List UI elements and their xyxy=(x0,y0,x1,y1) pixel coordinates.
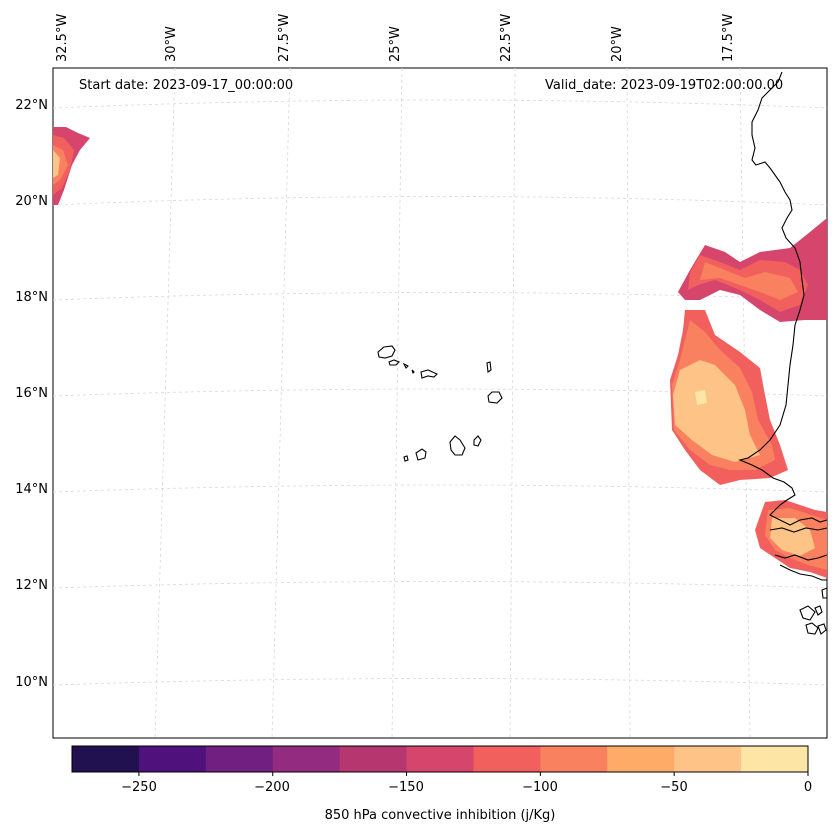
colorbar-cell xyxy=(473,746,541,772)
lat-label-18n: 18°N xyxy=(15,290,48,305)
lon-label-32-5w: 32.5°W xyxy=(55,13,70,62)
colorbar-tick-label: −100 xyxy=(522,780,558,795)
colorbar-tick-label: −200 xyxy=(254,780,290,795)
lon-label-22-5w: 22.5°W xyxy=(499,13,514,62)
colorbar-tick-marks xyxy=(138,772,809,776)
colorbar-cell xyxy=(406,746,474,772)
lon-label-17-5w: 17.5°W xyxy=(721,13,736,62)
colorbar-tick-label: 0 xyxy=(803,780,813,795)
colorbar-cell xyxy=(72,746,140,772)
gridlines xyxy=(52,67,828,739)
lon-label-20w: 20°W xyxy=(610,26,625,62)
lon-label-25w: 25°W xyxy=(388,26,403,62)
valid-date-label: Valid_date: 2023-09-19T02:00:00.00 xyxy=(545,78,784,93)
colorbar-tick-label: −150 xyxy=(388,780,424,795)
lat-label-16n: 16°N xyxy=(15,386,48,401)
cin-contours xyxy=(53,127,827,578)
colorbar-tick-label: −250 xyxy=(121,780,157,795)
colorbar-cell xyxy=(741,746,809,772)
colorbar-tick-label: −50 xyxy=(660,780,688,795)
lat-label-14n: 14°N xyxy=(15,482,48,497)
colorbar-title: 850 hPa convective inhibition (j/Kg) xyxy=(324,808,556,823)
lon-label-30w: 30°W xyxy=(164,26,179,62)
lon-label-27-5w: 27.5°W xyxy=(277,13,292,62)
lat-label-10n: 10°N xyxy=(15,675,48,690)
lat-label-12n: 12°N xyxy=(15,578,48,593)
colorbar-cell xyxy=(205,746,274,772)
colorbar xyxy=(72,746,809,772)
colorbar-cell xyxy=(674,746,742,772)
colorbar-frame xyxy=(71,745,809,773)
colorbar-cell xyxy=(540,746,608,772)
lat-label-22n: 22°N xyxy=(15,98,48,113)
colorbar-cell xyxy=(272,746,341,772)
start-date-label: Start date: 2023-09-17_00:00:00 xyxy=(79,78,294,93)
colorbar-cell xyxy=(607,746,675,772)
coastlines xyxy=(377,71,828,635)
colorbar-cell xyxy=(339,746,408,772)
lat-label-20n: 20°N xyxy=(15,194,48,209)
colorbar-cell xyxy=(138,746,207,772)
